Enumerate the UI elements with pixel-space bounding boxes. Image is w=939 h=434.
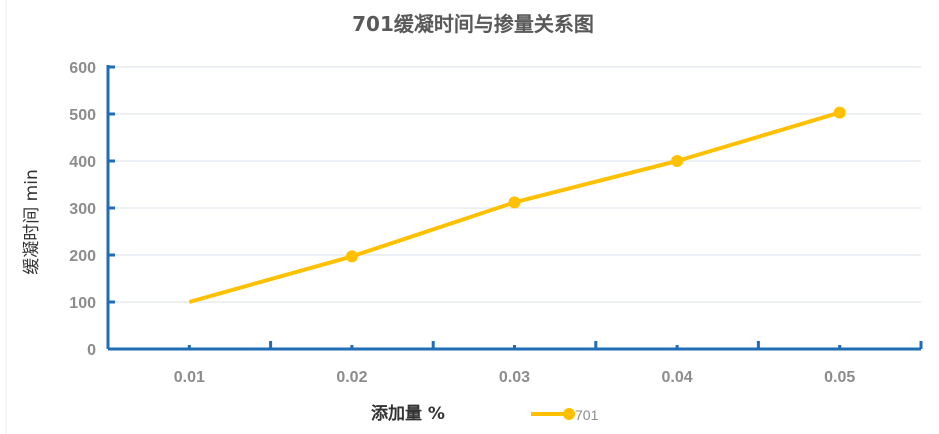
legend-label: 701 [575,407,599,423]
x-tick-label: 0.04 [662,369,693,386]
legend-marker [563,408,575,420]
x-axis-ticks: 0.01 0.02 0.03 0.04 0.05 [174,369,856,386]
y-tick-label: 500 [69,107,96,124]
legend: 701 [531,407,599,423]
y-tick-label: 300 [69,201,96,218]
y-tick-label: 100 [69,295,96,312]
axes [106,65,923,351]
y-axis-label: 缓凝时间 min [22,169,42,274]
data-point [345,250,358,263]
data-point [833,106,846,119]
x-tick-label: 0.02 [336,369,367,386]
y-tick-label: 200 [69,248,96,265]
chart-title: 701缓凝时间与掺量关系图 [352,12,594,36]
x-tick-label: 0.03 [499,369,530,386]
x-tick-label: 0.05 [824,369,855,386]
gridlines [108,66,921,303]
data-point [671,155,684,167]
data-point [508,196,521,209]
x-axis-label: 添加量 % [371,403,445,424]
series-701 [188,106,846,304]
y-tick-label: 0 [87,342,96,359]
y-tick-label: 400 [69,154,96,171]
x-tick-label: 0.01 [174,369,205,386]
y-axis-ticks: 0 100 200 300 400 500 600 [69,60,96,359]
y-tick-label: 600 [69,60,96,77]
